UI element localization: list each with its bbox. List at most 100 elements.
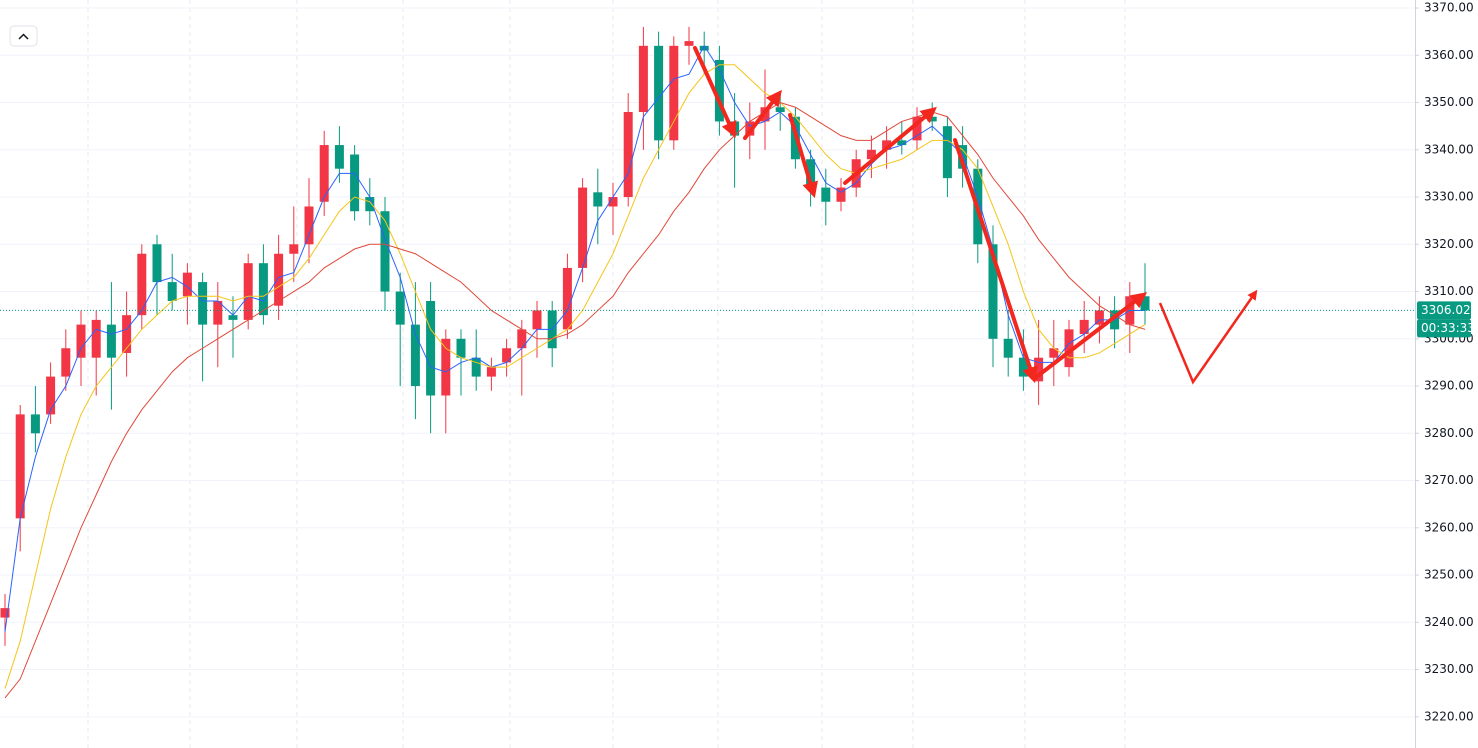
y-tick-label: 3240.00 <box>1424 615 1474 629</box>
candle-body <box>806 159 816 188</box>
candle-body <box>897 140 907 146</box>
collapse-button[interactable] <box>9 25 38 47</box>
candle-body <box>684 41 694 46</box>
y-tick-label: 3330.00 <box>1424 190 1474 204</box>
candle-body <box>122 315 132 353</box>
candle-body <box>198 282 208 325</box>
y-tick-label: 3370.00 <box>1424 1 1474 15</box>
candle-body <box>866 149 876 160</box>
candle-body <box>654 45 664 141</box>
y-tick-label: 3340.00 <box>1424 142 1474 156</box>
collapse-icon <box>18 33 29 40</box>
candle-body <box>927 116 937 122</box>
candle-body <box>350 154 360 212</box>
candle-body <box>334 145 344 169</box>
candle-body <box>699 45 709 51</box>
candle-body <box>912 116 922 141</box>
candle-body <box>274 253 284 306</box>
candle-body <box>258 263 268 316</box>
candle-body <box>578 187 588 268</box>
price-axis <box>1415 0 1478 748</box>
candle-body <box>0 608 10 618</box>
moving-average-line <box>4 101 1146 699</box>
candle-body <box>152 244 162 283</box>
candle-body <box>1064 329 1074 368</box>
y-tick-label: 3360.00 <box>1424 48 1474 62</box>
countdown-box <box>1417 319 1471 338</box>
last-price-box <box>1417 301 1471 320</box>
candle-body <box>456 338 466 358</box>
candle-body <box>532 310 542 330</box>
candle-body <box>638 45 648 112</box>
collapse-button-box[interactable] <box>9 25 38 47</box>
y-tick-label: 3290.00 <box>1424 379 1474 393</box>
candle-body <box>182 272 192 297</box>
y-tick-label: 3220.00 <box>1424 709 1474 723</box>
candle-body <box>486 367 496 377</box>
candle-body <box>30 414 40 434</box>
moving-average-line <box>4 44 1145 632</box>
candle-body <box>623 111 633 198</box>
countdown-label: 00:33:33 <box>1421 321 1475 335</box>
y-tick-label: 3310.00 <box>1424 284 1474 298</box>
arrow <box>1033 292 1148 380</box>
moving-average-line <box>4 64 1146 689</box>
candle-body <box>395 291 405 325</box>
candle-body <box>942 126 952 179</box>
y-tick-label: 3230.00 <box>1424 662 1474 676</box>
y-tick-label: 3280.00 <box>1424 426 1474 440</box>
y-tick-label: 3350.00 <box>1424 95 1474 109</box>
candle-body <box>988 244 998 339</box>
candle-body <box>441 338 451 396</box>
candle-body <box>836 187 846 202</box>
y-tick-label: 3260.00 <box>1424 520 1474 534</box>
candle-body <box>15 414 25 519</box>
y-tick-label: 3250.00 <box>1424 568 1474 582</box>
candle-body <box>213 300 223 325</box>
candle-body <box>1094 310 1104 325</box>
candle-body <box>1079 319 1089 335</box>
vertical-grid <box>87 0 1126 748</box>
forecast-arrow <box>1158 289 1258 385</box>
candle-body <box>167 282 177 301</box>
candle-body <box>289 244 299 254</box>
candle-body <box>228 315 238 320</box>
candle-body <box>365 197 375 212</box>
candle-body <box>106 324 116 358</box>
annotation-arrows <box>693 46 1258 385</box>
arrow <box>953 138 1038 384</box>
plot-area <box>0 7 1415 718</box>
candle-body <box>593 192 603 207</box>
candle-body <box>608 197 618 207</box>
last-price-label: 3306.02 <box>1421 303 1471 317</box>
price-axis-labels: 3220.00 3230.00 3240.00 3250.00 3260.00 3270.… <box>1415 1 1475 723</box>
candle-body <box>821 187 831 202</box>
candle-body <box>775 107 785 112</box>
arrow <box>843 106 937 185</box>
candle-body <box>562 267 572 330</box>
candle-body <box>304 206 314 245</box>
candle-body <box>61 348 71 377</box>
candle-body <box>517 329 527 349</box>
candle-body <box>1034 357 1044 382</box>
candle-body <box>1049 348 1059 358</box>
candle-body <box>410 324 420 387</box>
arrow <box>693 46 737 138</box>
candle-body <box>76 324 86 358</box>
arrow <box>743 89 782 140</box>
candle-body <box>502 348 512 363</box>
candle-body <box>882 140 892 150</box>
candle-body <box>714 60 724 122</box>
candle-body <box>1003 338 1013 358</box>
candle-body <box>91 319 101 358</box>
candle-body <box>380 211 390 292</box>
candle-body <box>319 145 329 202</box>
candle-body <box>243 263 253 320</box>
candle-body <box>669 45 679 141</box>
y-tick-label: 3320.00 <box>1424 237 1474 251</box>
candle-body <box>46 376 56 415</box>
candle-body <box>471 357 481 377</box>
candle-body <box>137 253 147 316</box>
y-tick-label: 3270.00 <box>1424 473 1474 487</box>
